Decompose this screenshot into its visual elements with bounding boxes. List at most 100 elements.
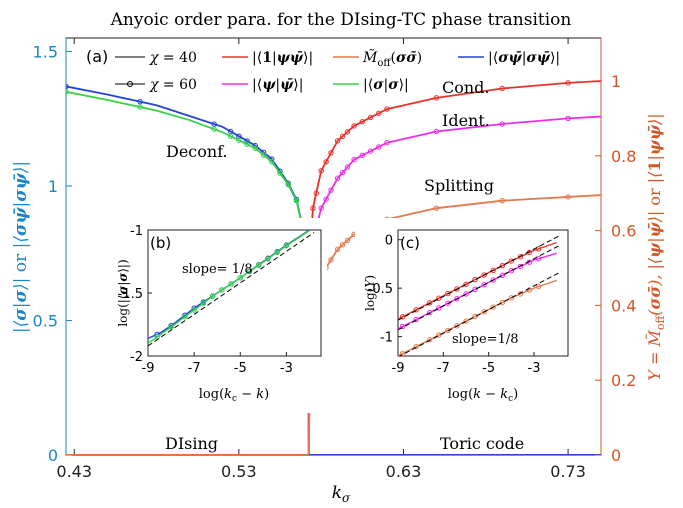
- right-axis-label: Y = M̃off(σσ̄), |⟨ψ|ψ̄⟩| or |⟨1|ψψ̄⟩|: [645, 113, 667, 380]
- series-marker-1: [344, 129, 351, 135]
- series-marker-s: [219, 287, 225, 293]
- inset-y-tick-label: -1: [380, 331, 393, 346]
- series-marker-1: [499, 85, 505, 92]
- series-marker-s: [246, 268, 253, 275]
- series-marker-1: [384, 106, 390, 112]
- series-marker-s: [244, 138, 250, 144]
- annotation-deconf: Deconf.: [166, 142, 228, 161]
- inset-x-tick-label: -9: [142, 361, 155, 376]
- inset-b-ylabel: log(|⟨σ|σ⟩|): [116, 259, 130, 326]
- legend-label-sigma-sigma: |⟨σ|σ⟩|: [363, 77, 409, 93]
- series-line-fit2: [398, 244, 562, 331]
- annotation-cond: Cond.: [442, 78, 490, 97]
- series-marker-m-off: [413, 343, 419, 350]
- panel-label-b: (b): [150, 234, 171, 252]
- series-marker-1: [339, 133, 346, 140]
- series-marker-m-off: [399, 350, 406, 356]
- series-marker-s: [265, 256, 271, 262]
- series-marker-m-off: [499, 197, 505, 204]
- inset-y-tick-label: -1: [130, 224, 143, 239]
- series-marker-s: [277, 170, 283, 176]
- legend-label-chi40: χ = 40: [149, 50, 197, 66]
- series-marker-s: [433, 128, 440, 135]
- series-marker-1: [445, 290, 451, 297]
- series-marker-1: [413, 307, 419, 313]
- series-marker-m-off: [339, 242, 346, 248]
- series-marker-s: [236, 137, 242, 143]
- inset-x-tick-label: -7: [188, 361, 201, 376]
- series-marker-s: [427, 309, 433, 316]
- series-marker-m-off: [508, 295, 515, 301]
- annotation-ident: Ident.: [442, 111, 490, 130]
- y-right-tick-label: 0: [611, 446, 621, 465]
- series-marker-m-off: [535, 283, 542, 290]
- series-marker-1: [535, 246, 542, 252]
- series-marker-m-off: [517, 291, 524, 297]
- panel-label-c: (c): [400, 234, 420, 252]
- inset-b-ticks: -9 -7 -5 -3 -2 -1.5 -1: [118, 224, 293, 376]
- svg-text:log(Y): log(Y): [363, 275, 377, 311]
- series-marker-m-off: [463, 318, 469, 324]
- left-axis-label: |⟨σ|σ⟩| or |⟨σψ̄|σψ̄⟩|: [11, 161, 31, 333]
- series-marker-s: [517, 263, 524, 270]
- annotation-dising: DIsing: [165, 434, 218, 453]
- series-marker-s: [535, 255, 542, 262]
- series-marker-s: [137, 104, 143, 110]
- series-marker-s: [227, 133, 234, 139]
- series-marker-s: [323, 196, 329, 202]
- series-marker-s: [481, 281, 487, 288]
- inset-b-series: [148, 230, 315, 347]
- svg-text:|⟨σ|σ⟩| or |⟨σψ̄|σψ̄⟩|: |⟨σ|σ⟩| or |⟨σψ̄|σψ̄⟩|: [11, 161, 31, 333]
- inset-b-xlabel: log(kc − k): [199, 387, 269, 404]
- inset-y-tick-label: -2: [130, 350, 143, 365]
- series-marker-s: [436, 305, 442, 311]
- series-marker-m-off: [499, 299, 505, 306]
- series-marker-m-off: [328, 257, 334, 263]
- series-marker-m-off: [436, 332, 442, 338]
- panel-label-a: (a): [86, 47, 108, 66]
- series-marker-s: [351, 156, 357, 163]
- chart-title: Anyoic order para. for the DIsing-TC pha…: [110, 10, 572, 30]
- legend-label-moff: M̃off(σσ̄): [362, 48, 422, 69]
- series-marker-s: [182, 314, 188, 320]
- series-marker-s: [211, 126, 217, 132]
- inset-c-series: [398, 234, 562, 356]
- legend-label-chi60: χ = 60: [149, 77, 197, 93]
- y-right-tick-label: 0.6: [611, 222, 636, 241]
- inset-x-tick-label: -9: [392, 361, 405, 376]
- y-left-tick-label: 1: [48, 177, 58, 196]
- series-marker-1: [359, 118, 366, 125]
- series-marker-s: [399, 323, 406, 330]
- series-marker-m-off: [481, 309, 487, 315]
- inset-b-frame: [147, 229, 322, 357]
- series-marker-s: [384, 140, 390, 146]
- series-marker-s: [508, 268, 515, 274]
- inset-c-xlabel: log(k − kc): [448, 387, 518, 404]
- series-marker-1: [517, 254, 524, 260]
- series-marker-s: [285, 181, 291, 188]
- inset-x-tick-label: -3: [280, 361, 293, 376]
- annotation-splitting: Splitting: [424, 176, 494, 195]
- series-marker-m-off: [445, 327, 451, 334]
- series-marker-s: [499, 121, 505, 127]
- series-marker-s: [334, 175, 341, 181]
- series-marker-s: [376, 144, 382, 150]
- x-tick-label: 0.53: [221, 462, 257, 481]
- series-marker-s: [454, 295, 460, 302]
- legend-label-psi-psibar: |⟨ψ|ψ̄⟩|: [252, 77, 303, 93]
- y-right-tick-label: 0.4: [611, 296, 636, 315]
- series-marker-1: [323, 159, 329, 165]
- inset-c-slope: slope=1/8: [452, 332, 519, 347]
- series-marker-m-off: [472, 313, 478, 320]
- series-marker-s: [260, 152, 267, 158]
- series-marker-s: [66, 83, 69, 90]
- series-marker-s: [344, 164, 351, 170]
- series-marker-s: [256, 262, 262, 268]
- series-marker-1: [328, 150, 334, 156]
- series-line-fit: [148, 232, 315, 347]
- y-right-tick-label: 0.2: [611, 371, 636, 390]
- legend-label-one-psipsibar: |⟨1|ψψ̄⟩|: [252, 50, 313, 66]
- series-marker-s: [565, 115, 571, 122]
- series-marker-s: [168, 324, 174, 330]
- y-left-tick-label: 1.5: [33, 42, 58, 61]
